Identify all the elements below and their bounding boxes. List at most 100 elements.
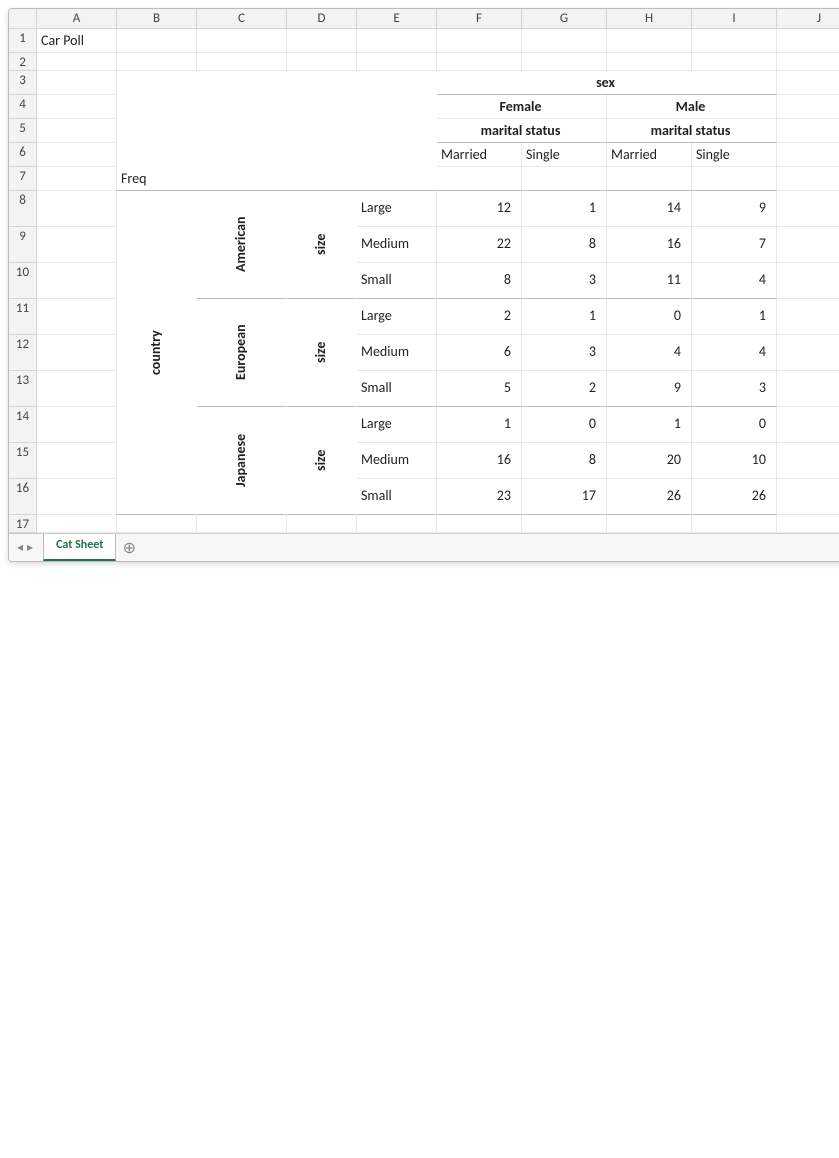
row-header[interactable]: 8 (9, 191, 37, 227)
col-header[interactable]: J (777, 9, 839, 29)
cell[interactable] (37, 53, 117, 71)
cell[interactable] (287, 29, 357, 53)
cell[interactable] (777, 191, 839, 227)
cell[interactable] (522, 53, 607, 71)
cell[interactable] (437, 53, 522, 71)
cell[interactable] (437, 167, 522, 191)
add-sheet-button[interactable]: ⊕ (116, 534, 142, 561)
row-header[interactable]: 16 (9, 479, 37, 515)
cell[interactable] (197, 53, 287, 71)
cell[interactable] (607, 515, 692, 533)
col-header[interactable]: B (117, 9, 197, 29)
cell[interactable] (357, 143, 437, 167)
cell[interactable] (357, 53, 437, 71)
cell[interactable] (37, 443, 117, 479)
cell[interactable] (777, 53, 839, 71)
row-header[interactable]: 1 (9, 29, 37, 53)
cell[interactable] (117, 515, 197, 533)
cell[interactable] (37, 95, 117, 119)
cell[interactable] (117, 95, 197, 119)
cell[interactable] (37, 263, 117, 299)
row-header[interactable]: 11 (9, 299, 37, 335)
cell[interactable] (197, 515, 287, 533)
cell[interactable] (37, 515, 117, 533)
row-header[interactable]: 3 (9, 71, 37, 95)
row-header[interactable]: 4 (9, 95, 37, 119)
cell[interactable] (357, 515, 437, 533)
cell[interactable] (522, 29, 607, 53)
cell[interactable] (197, 95, 287, 119)
cell[interactable] (777, 299, 839, 335)
row-header[interactable]: 9 (9, 227, 37, 263)
cell[interactable] (197, 119, 287, 143)
cell[interactable] (37, 143, 117, 167)
cell[interactable] (777, 95, 839, 119)
tab-prev-icon[interactable]: ◂ (17, 540, 23, 555)
cell[interactable] (117, 53, 197, 71)
row-header[interactable]: 5 (9, 119, 37, 143)
cell[interactable] (287, 119, 357, 143)
cell[interactable] (777, 167, 839, 191)
cell[interactable] (777, 515, 839, 533)
cell[interactable] (777, 263, 839, 299)
cell[interactable] (287, 515, 357, 533)
cell[interactable] (197, 143, 287, 167)
cell[interactable] (37, 407, 117, 443)
cell[interactable] (357, 71, 437, 95)
cell-title[interactable]: Car Poll (37, 29, 117, 53)
cell[interactable] (287, 53, 357, 71)
cell[interactable] (37, 191, 117, 227)
row-header[interactable]: 14 (9, 407, 37, 443)
col-header[interactable]: F (437, 9, 522, 29)
cell[interactable] (777, 335, 839, 371)
cell[interactable] (117, 71, 197, 95)
cell[interactable] (607, 53, 692, 71)
cell[interactable] (37, 299, 117, 335)
cell[interactable] (607, 29, 692, 53)
col-header[interactable]: A (37, 9, 117, 29)
col-header[interactable]: H (607, 9, 692, 29)
col-header[interactable]: I (692, 9, 777, 29)
cell[interactable] (692, 29, 777, 53)
cell[interactable] (37, 71, 117, 95)
corner-cell[interactable] (9, 9, 37, 29)
cell[interactable] (357, 119, 437, 143)
cell[interactable] (37, 227, 117, 263)
col-header[interactable]: D (287, 9, 357, 29)
tab-next-icon[interactable]: ▸ (27, 540, 33, 555)
cell[interactable] (287, 71, 357, 95)
cell[interactable] (357, 29, 437, 53)
cell[interactable] (692, 53, 777, 71)
cell[interactable] (777, 71, 839, 95)
cell[interactable] (287, 143, 357, 167)
cell[interactable] (37, 335, 117, 371)
row-header[interactable]: 17 (9, 515, 37, 533)
cell[interactable] (287, 95, 357, 119)
cell[interactable] (777, 443, 839, 479)
row-header[interactable]: 15 (9, 443, 37, 479)
cell[interactable] (197, 29, 287, 53)
cell[interactable] (522, 167, 607, 191)
cell[interactable] (37, 479, 117, 515)
col-header[interactable]: E (357, 9, 437, 29)
cell[interactable] (37, 371, 117, 407)
cell[interactable] (777, 143, 839, 167)
sheet-tab-active[interactable]: Cat Sheet (43, 534, 116, 561)
cell[interactable] (692, 515, 777, 533)
cell[interactable] (777, 29, 839, 53)
cell[interactable] (777, 227, 839, 263)
cell[interactable] (37, 167, 117, 191)
cell[interactable] (777, 119, 839, 143)
row-header[interactable]: 10 (9, 263, 37, 299)
row-header[interactable]: 6 (9, 143, 37, 167)
cell[interactable] (777, 371, 839, 407)
cell[interactable] (117, 143, 197, 167)
cell[interactable] (522, 515, 607, 533)
row-header[interactable]: 2 (9, 53, 37, 71)
cell[interactable] (777, 407, 839, 443)
col-header[interactable]: C (197, 9, 287, 29)
row-header[interactable]: 12 (9, 335, 37, 371)
cell[interactable] (692, 167, 777, 191)
cell[interactable] (607, 167, 692, 191)
cell[interactable] (197, 71, 287, 95)
